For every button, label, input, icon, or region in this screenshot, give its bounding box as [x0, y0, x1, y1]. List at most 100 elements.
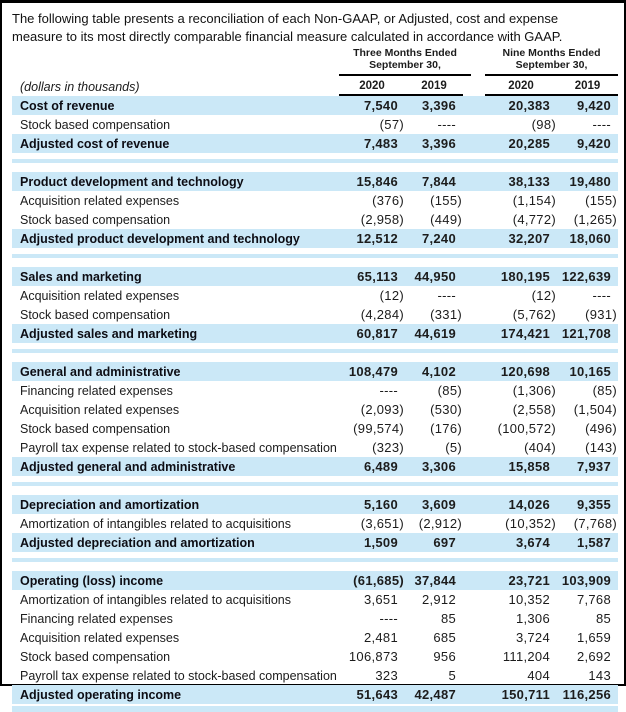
value-cell: 2,912 — [421, 592, 456, 607]
value-cell: 18,060 — [569, 231, 611, 246]
group-header-spacer — [12, 47, 339, 76]
value-cell: 7,937 — [576, 459, 611, 474]
value-cell: (5) — [445, 440, 462, 455]
value-cell: 1,659 — [576, 630, 611, 645]
value-cell: (2,093) — [360, 402, 404, 417]
value-cell: (2,958) — [360, 212, 404, 227]
row-label: Adjusted cost of revenue — [20, 136, 170, 151]
value-cell: 697 — [433, 535, 456, 550]
value-cell: (12) — [531, 288, 556, 303]
section-spacer-highlight-bar — [12, 482, 618, 486]
value-cell: (2,912) — [418, 516, 462, 531]
value-cell: ---- — [592, 288, 611, 303]
value-cell: ---- — [379, 611, 398, 626]
value-cell: 3,396 — [421, 98, 456, 113]
value-cell: (3,651) — [360, 516, 404, 531]
table-row: Adjusted depreciation and amortization 1,… — [12, 533, 618, 552]
value-cell: 3,396 — [421, 136, 456, 151]
value-cell: ---- — [379, 383, 398, 398]
table-row: Financing related expenses ---- 85 1,306 85 — [12, 609, 618, 628]
table-row: General and administrative 108,479 4,102 12… — [12, 362, 618, 381]
section-spacer — [12, 254, 618, 267]
value-cell: 2,692 — [576, 649, 611, 664]
value-cell: 3,674 — [515, 535, 550, 550]
units-label: (dollars in thousands) — [20, 80, 140, 94]
value-cell: 60,817 — [356, 326, 398, 341]
table-row: Adjusted sales and marketing 60,817 44,619… — [12, 324, 618, 343]
year-header: 2020 — [485, 77, 557, 96]
table-row: Adjusted product development and technol… — [12, 229, 618, 248]
table-row: Payroll tax expense related to stock-bas… — [12, 666, 618, 685]
section-spacer — [12, 482, 618, 495]
value-cell: 7,768 — [576, 592, 611, 607]
value-cell: (404) — [524, 440, 556, 455]
value-cell: 12,512 — [356, 231, 398, 246]
value-cell: (7,768) — [573, 516, 617, 531]
row-label: Amortization of intangibles related to a… — [20, 592, 291, 607]
value-cell: (85) — [592, 383, 617, 398]
table-row: Amortization of intangibles related to a… — [12, 514, 618, 533]
table-row: Stock based compensation (2,958) (449) (4,7… — [12, 210, 618, 229]
row-label: Depreciation and amortization — [20, 497, 200, 512]
row-label: Adjusted product development and technol… — [20, 231, 300, 246]
value-cell: 85 — [595, 611, 611, 626]
value-cell: 404 — [527, 668, 550, 683]
col-group-label-line1: Nine Months Ended — [502, 47, 601, 59]
section-spacer-highlight-bar — [12, 159, 618, 163]
row-label: Operating (loss) income — [20, 573, 164, 588]
value-cell: (1,154) — [512, 193, 556, 208]
row-label: Stock based compensation — [20, 649, 171, 664]
value-cell: (4,772) — [512, 212, 556, 227]
table-row: Depreciation and amortization 5,160 3,609 1… — [12, 495, 618, 514]
table-row: Acquisition related expenses (376) (155) (1… — [12, 191, 618, 210]
value-cell: 20,383 — [508, 98, 550, 113]
table-row: Acquisition related expenses (2,093) (530)… — [12, 400, 618, 419]
row-label: General and administrative — [20, 364, 181, 379]
row-label: Stock based compensation — [20, 307, 171, 322]
value-cell: (143) — [585, 440, 617, 455]
row-label: Product development and technology — [20, 174, 244, 189]
value-cell: 323 — [375, 668, 398, 683]
table-row: Stock based compensation (4,284) (331) (5,7… — [12, 305, 618, 324]
value-cell: (155) — [430, 193, 462, 208]
row-label: Payroll tax expense related to stock-bas… — [20, 440, 337, 455]
value-cell: (61,685) — [353, 573, 404, 588]
value-cell: 3,609 — [421, 497, 456, 512]
value-cell: (5,762) — [512, 307, 556, 322]
value-cell: 51,643 — [356, 687, 398, 702]
value-cell: 44,619 — [414, 326, 456, 341]
value-cell: 143 — [588, 668, 611, 683]
table-row: Adjusted general and administrative 6,489… — [12, 457, 618, 476]
value-cell: 65,113 — [357, 269, 398, 284]
table-row: Sales and marketing 65,113 44,950 180,195 12… — [12, 267, 618, 286]
value-cell: (376) — [372, 193, 404, 208]
value-cell: (12) — [379, 288, 404, 303]
col-group-three-months: Three Months Ended September 30, — [339, 47, 471, 76]
value-cell: 6,489 — [363, 459, 398, 474]
col-group-nine-months: Nine Months Ended September 30, — [485, 47, 618, 76]
row-label: Acquisition related expenses — [20, 402, 180, 417]
value-cell: 85 — [440, 611, 456, 626]
value-cell: 7,540 — [363, 98, 398, 113]
row-label: Cost of revenue — [20, 98, 115, 113]
value-cell: (2,558) — [512, 402, 556, 417]
value-cell: 4,102 — [421, 364, 456, 379]
value-cell: 174,421 — [500, 326, 550, 341]
row-label: Stock based compensation — [20, 212, 171, 227]
table-row: Product development and technology 15,846… — [12, 172, 618, 191]
value-cell: (1,504) — [573, 402, 617, 417]
table-body: Cost of revenue 7,540 3,396 20,383 9,420 Stoc… — [12, 96, 618, 712]
value-cell: (1,265) — [573, 212, 617, 227]
table-row: Stock based compensation 106,873 956 111,20… — [12, 647, 618, 666]
row-label: Financing related expenses — [20, 383, 173, 398]
reconciliation-table: Three Months Ended September 30, Nine Mo… — [12, 47, 618, 712]
row-label: Sales and marketing — [20, 269, 142, 284]
year-header: 2019 — [557, 77, 618, 96]
value-cell: ---- — [437, 288, 456, 303]
value-cell: (323) — [372, 440, 404, 455]
value-cell: 3,651 — [363, 592, 398, 607]
value-cell: (155) — [585, 193, 617, 208]
value-cell: 15,858 — [508, 459, 550, 474]
value-cell: 1,509 — [363, 535, 398, 550]
